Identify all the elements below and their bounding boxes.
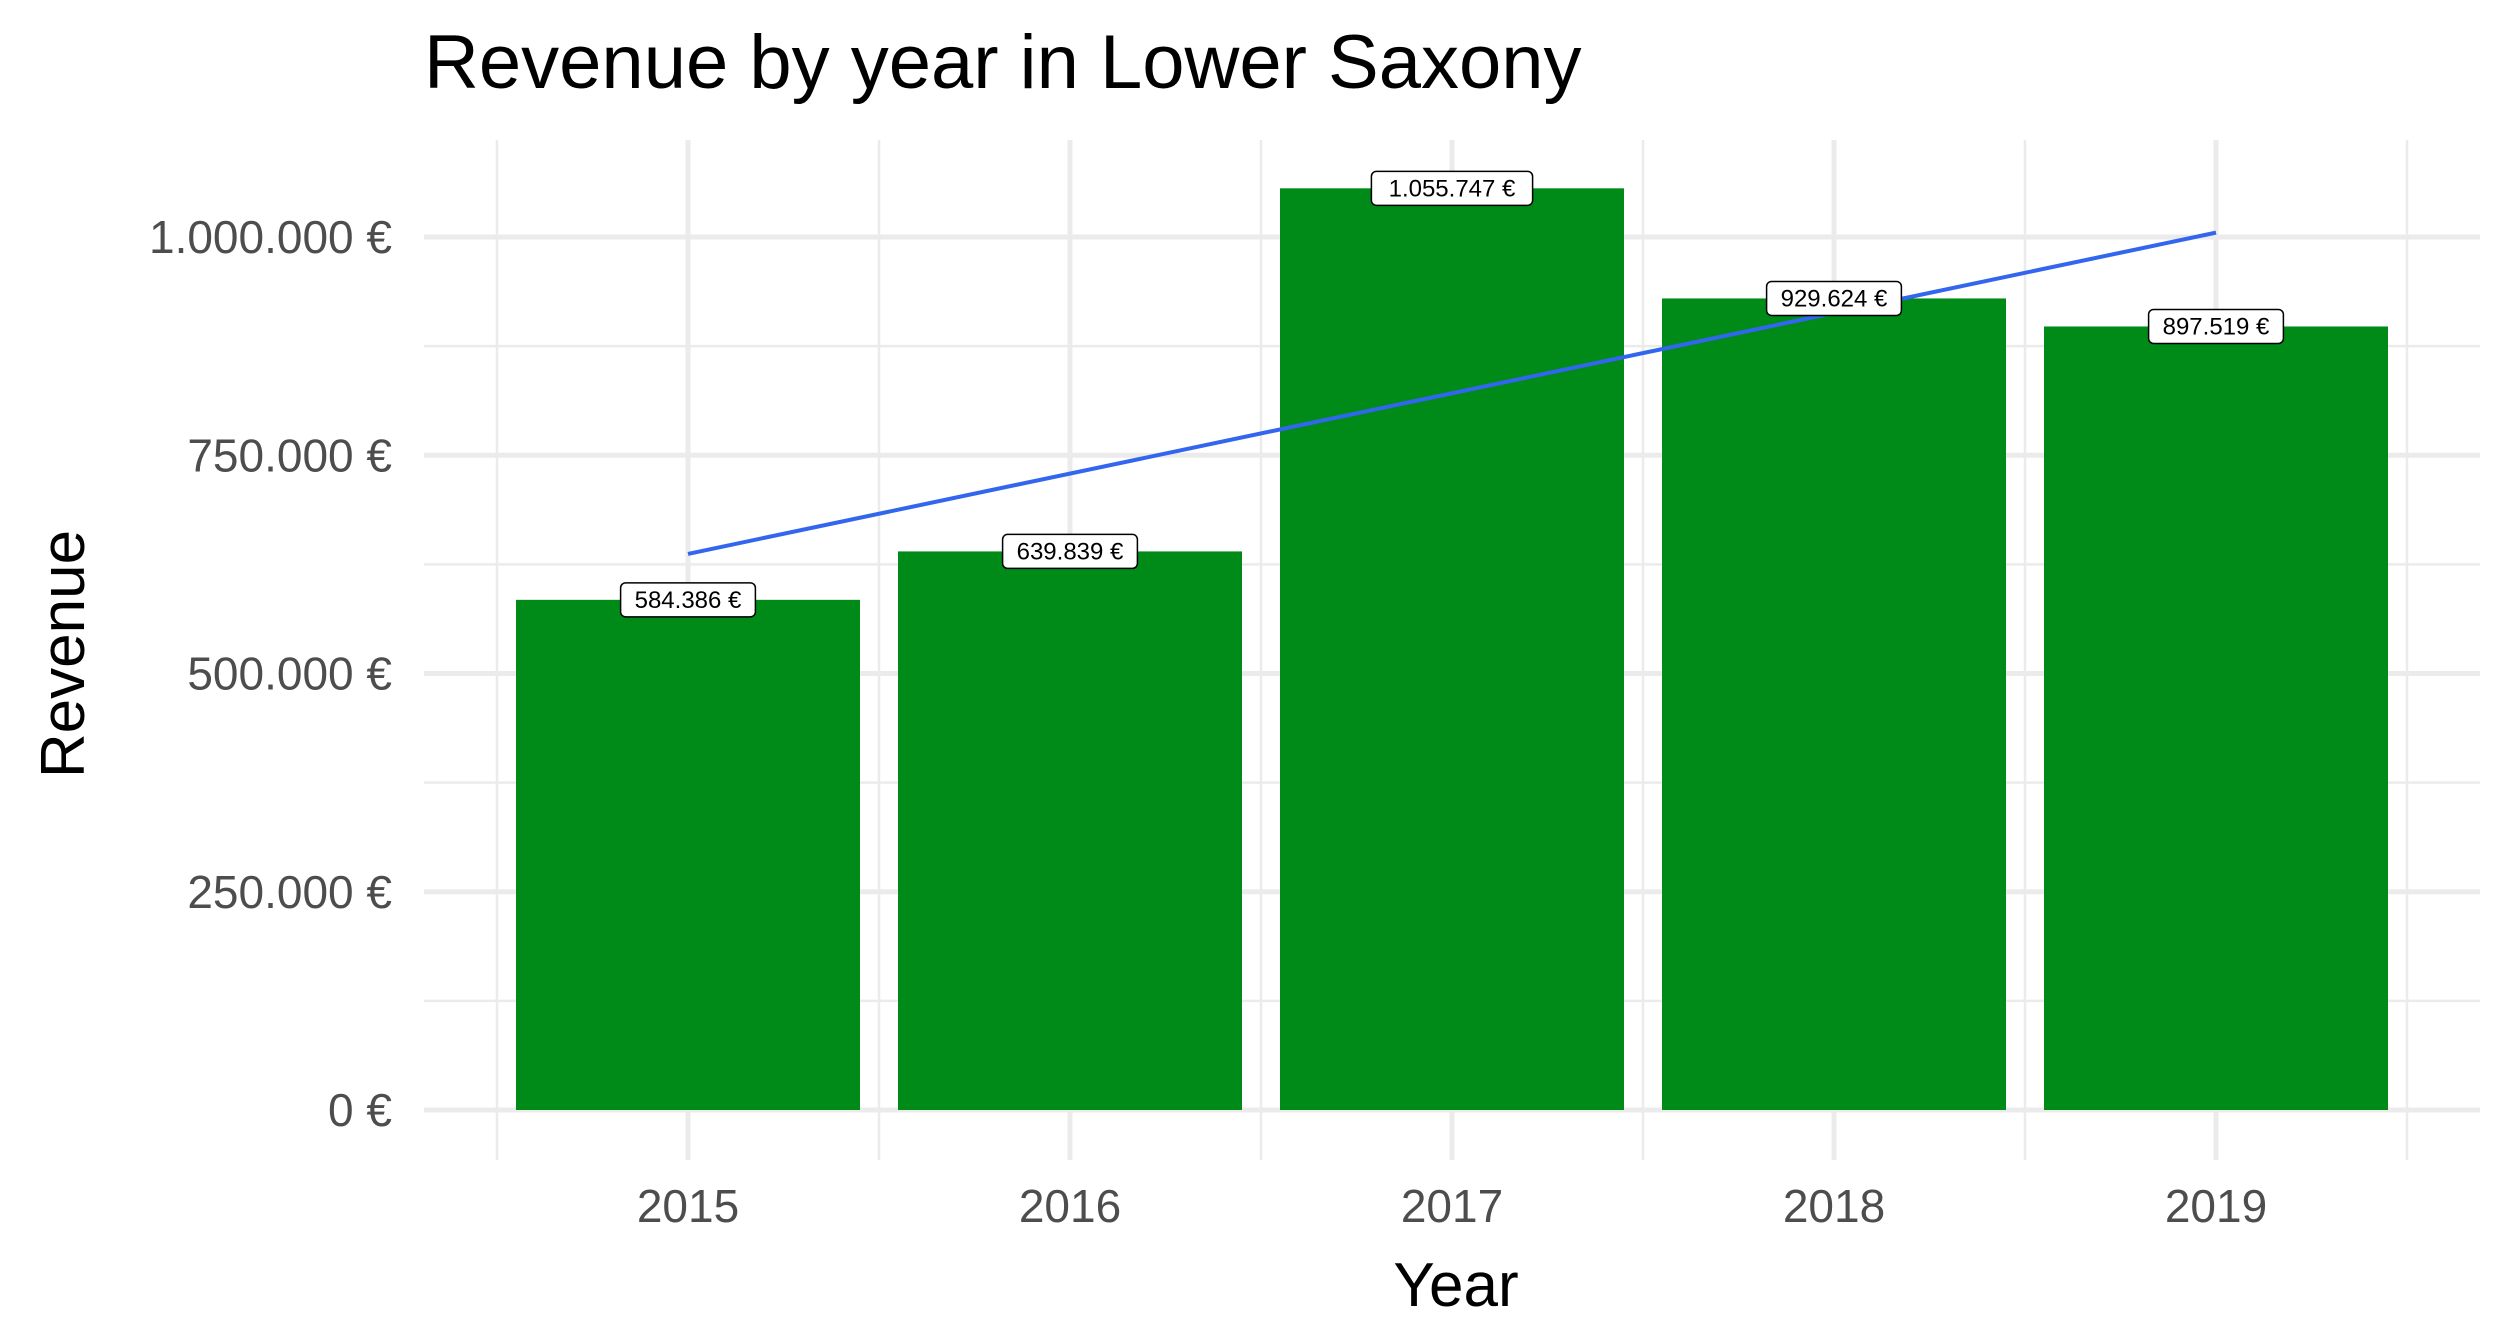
x-axis-ticks: 2015 2016 2017 2018 2019 <box>637 1180 2267 1232</box>
chart-title: Revenue by year in Lower Saxony <box>424 20 1582 105</box>
bar-2016 <box>898 551 1242 1110</box>
x-tick-label: 2015 <box>637 1180 739 1232</box>
data-label-2015: 584.386 € <box>619 582 757 618</box>
bar-2019 <box>2044 326 2388 1110</box>
data-label-box <box>619 582 757 618</box>
bar-2017 <box>1280 188 1624 1110</box>
x-axis-title: Year <box>1393 1251 1518 1320</box>
y-tick-label: 750.000 € <box>187 429 392 481</box>
data-label-text: 897.519 € <box>2163 313 2270 340</box>
x-tick-label: 2017 <box>1401 1180 1503 1232</box>
y-axis-title: Revenue <box>29 530 98 778</box>
data-label-box <box>1001 533 1139 570</box>
trend-line <box>687 230 2217 556</box>
data-label-text: 929.624 € <box>1781 285 1888 312</box>
y-tick-label: 1.000.000 € <box>149 211 392 263</box>
data-label-box <box>1765 280 1903 317</box>
y-tick-label: 250.000 € <box>187 866 392 918</box>
data-label-2018: 929.624 € <box>1765 280 1903 317</box>
data-label-text: 584.386 € <box>635 587 742 614</box>
data-label-box <box>1370 170 1534 207</box>
data-label-text: 639.839 € <box>1017 538 1124 565</box>
data-label-2017: 1.055.747 € <box>1370 170 1534 207</box>
y-tick-label: 0 € <box>328 1084 392 1136</box>
data-labels: 584.386 € 639.839 € 1.055.747 € 929.624 € 89… <box>619 170 2285 618</box>
y-tick-label: 500.000 € <box>187 648 392 700</box>
x-tick-label: 2018 <box>1783 1180 1885 1232</box>
data-label-box <box>2147 308 2285 345</box>
data-label-text: 1.055.747 € <box>1389 175 1516 202</box>
bar-2015 <box>516 599 860 1110</box>
x-tick-label: 2019 <box>2165 1180 2267 1232</box>
bars <box>516 188 2388 1111</box>
data-label-2019: 897.519 € <box>2147 308 2285 345</box>
bar-2018 <box>1662 298 2006 1111</box>
y-axis-ticks: 0 € 250.000 € 500.000 € 750.000 € 1.000.000 … <box>149 211 392 1136</box>
trend-line-group <box>687 230 2217 556</box>
data-label-2016: 639.839 € <box>1001 533 1139 570</box>
x-tick-label: 2016 <box>1019 1180 1121 1232</box>
